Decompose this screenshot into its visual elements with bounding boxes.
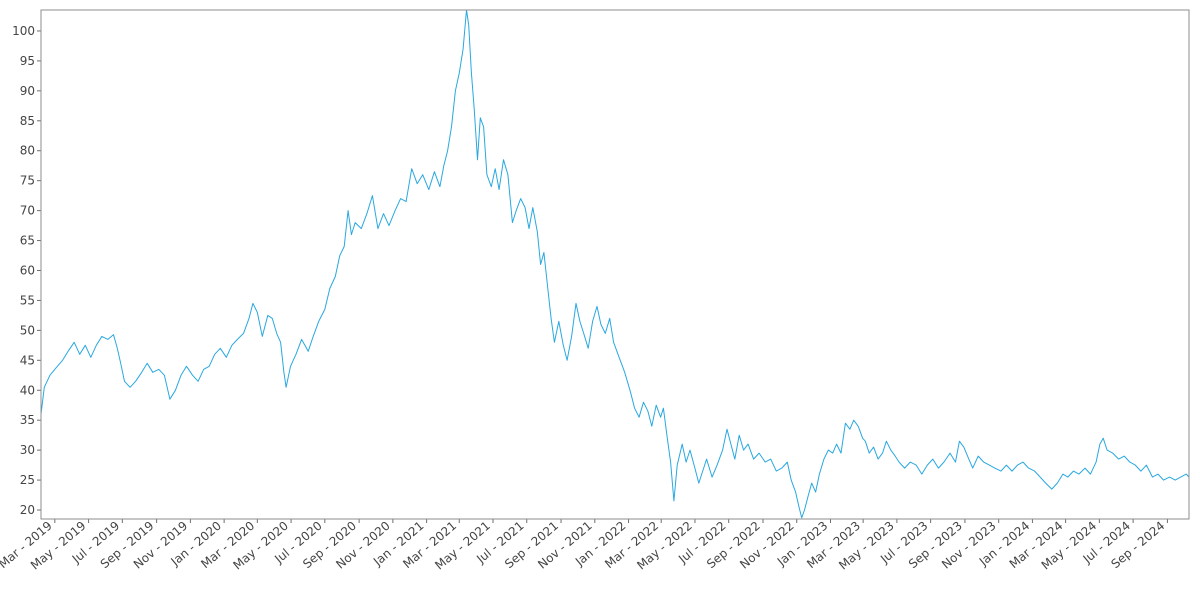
y-tick-label: 55 [20,293,35,307]
plot-frame [40,9,1190,520]
y-axis: 20 25 30 35 40 45 50 55 60 65 70 75 80 85 90 95 100 [12,24,41,517]
y-tick-label: 85 [20,114,35,128]
y-tick-label: 35 [20,413,35,427]
y-tick-label: 20 [20,503,35,517]
y-tick-label: 70 [20,204,35,218]
y-tick-label: 80 [20,144,35,158]
y-tick-label: 95 [20,54,35,68]
plot-series [40,9,1190,519]
y-tick-label: 40 [20,383,35,397]
y-tick-label: 60 [20,263,35,277]
y-tick-label: 90 [20,84,35,98]
y-tick-label: 45 [20,353,35,367]
series-line [40,9,1190,519]
y-tick-label: 75 [20,174,35,188]
y-tick-label: 50 [20,323,35,337]
y-tick-label: 100 [12,24,35,38]
y-tick-label: 25 [20,473,35,487]
y-tick-label: 65 [20,234,35,248]
y-tick-label: 30 [20,443,35,457]
